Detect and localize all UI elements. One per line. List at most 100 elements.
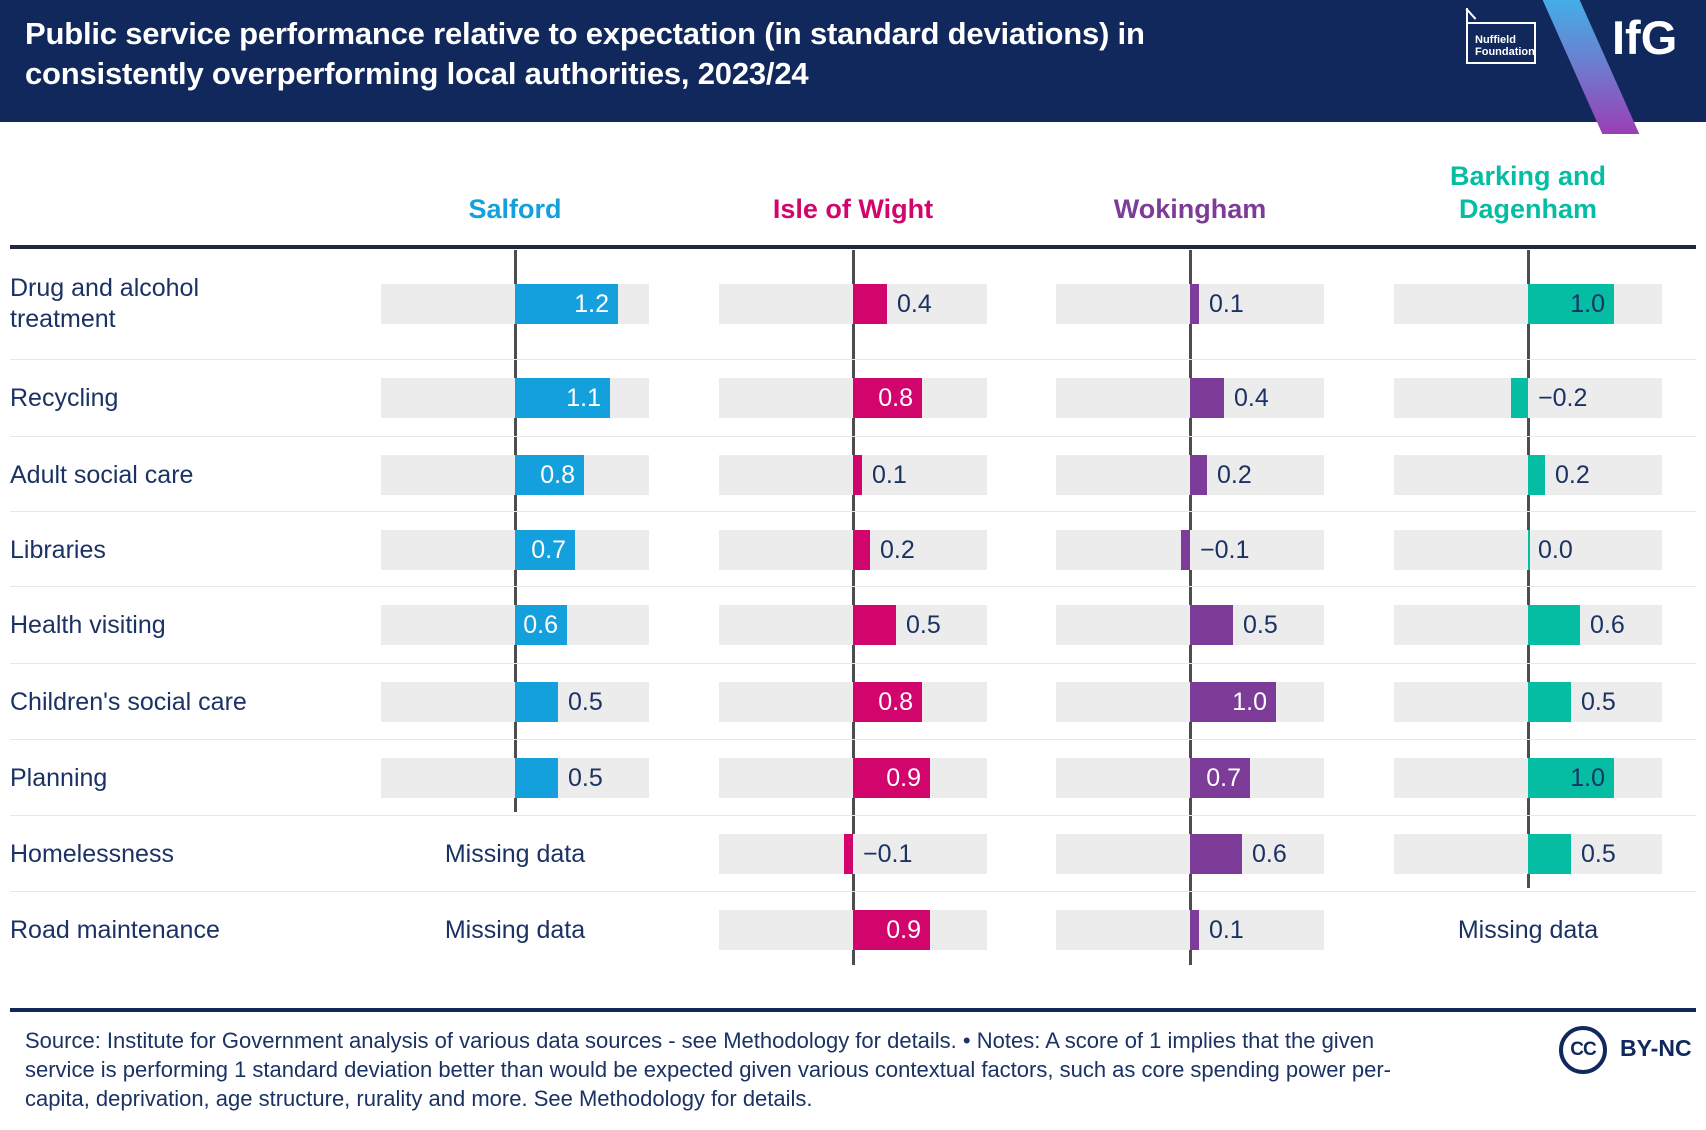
value-bar	[1511, 378, 1528, 418]
row-label: Planning	[10, 763, 108, 792]
value-label: 1.0	[1570, 289, 1605, 318]
chart-title: Public service performance relative to e…	[25, 16, 1145, 91]
value-label: 0.2	[1217, 460, 1252, 489]
value-bar	[853, 378, 922, 418]
value-bar	[844, 834, 853, 874]
column-header-salford: Salford	[468, 194, 562, 224]
nuffield-logo-line1: Nuffield	[1475, 34, 1516, 46]
nuffield-logo-text: Nuffield Foundation	[1475, 34, 1535, 58]
value-bar	[853, 455, 862, 495]
value-label: 0.8	[878, 687, 913, 716]
value-label: 0.6	[523, 610, 558, 639]
value-label: −0.1	[863, 839, 913, 868]
value-label: −0.1	[1200, 535, 1250, 564]
value-label: 0.8	[540, 460, 575, 489]
value-label: 0.9	[886, 763, 921, 792]
row-label: Health visiting	[10, 610, 166, 639]
column-header-wokingham: Wokingham	[1113, 194, 1267, 224]
value-bar	[515, 758, 558, 798]
missing-data-label: Missing data	[444, 839, 586, 868]
value-bar	[515, 605, 567, 645]
bar-track	[1394, 378, 1662, 418]
row-label: Recycling	[10, 383, 119, 412]
row-separator	[10, 815, 1696, 816]
row-separator	[10, 891, 1696, 892]
row-label: Homelessness	[10, 839, 174, 868]
value-bar	[1190, 758, 1250, 798]
value-label: 0.2	[1555, 460, 1590, 489]
value-label: 0.0	[1538, 535, 1573, 564]
row-label: Libraries	[10, 535, 106, 564]
value-label: 0.4	[897, 289, 932, 318]
value-label: 0.5	[1581, 839, 1616, 868]
nuffield-logo-notch	[1466, 8, 1468, 24]
nuffield-foundation-logo: Nuffield Foundation	[1465, 8, 1536, 64]
value-bar	[1528, 682, 1571, 722]
value-bar	[515, 530, 575, 570]
row-separator	[10, 663, 1696, 664]
nuffield-logo-line2: Foundation	[1475, 46, 1535, 58]
value-label: 0.7	[1206, 763, 1241, 792]
row-separator	[10, 511, 1696, 512]
value-label: 1.1	[566, 383, 601, 412]
header-band: Public service performance relative to e…	[0, 0, 1706, 134]
value-bar	[853, 284, 887, 324]
value-bar	[1528, 758, 1614, 798]
value-label: 0.5	[906, 610, 941, 639]
value-bar	[515, 378, 610, 418]
value-label: 0.9	[886, 915, 921, 944]
value-bar	[853, 605, 896, 645]
value-label: −0.2	[1538, 383, 1588, 412]
cc-license-label: BY-NC	[1620, 1035, 1692, 1061]
value-label: 0.1	[872, 460, 907, 489]
cc-icon: CC	[1559, 1026, 1607, 1074]
value-bar	[1528, 284, 1614, 324]
value-label: 0.1	[1209, 915, 1244, 944]
value-bar	[853, 758, 930, 798]
row-label: Drug and alcohol treatment	[10, 274, 200, 333]
value-label: 0.5	[568, 763, 603, 792]
bar-track	[719, 834, 987, 874]
value-label: 0.6	[1590, 610, 1625, 639]
value-bar	[1528, 834, 1571, 874]
value-bar	[853, 682, 922, 722]
value-label: 0.2	[880, 535, 915, 564]
value-bar	[1190, 910, 1199, 950]
value-bar	[515, 284, 618, 324]
value-label: 0.5	[1243, 610, 1278, 639]
row-label: Road maintenance	[10, 915, 220, 944]
bar-track	[1056, 530, 1324, 570]
column-header-barking-and-dagenham: Barking and Dagenham	[1449, 161, 1607, 224]
value-label: 1.0	[1232, 687, 1267, 716]
value-bar	[1528, 455, 1545, 495]
value-bar	[1528, 605, 1580, 645]
row-label: Adult social care	[10, 460, 194, 489]
value-bar	[1190, 605, 1233, 645]
row-separator	[10, 359, 1696, 360]
column-header-rule	[10, 245, 1696, 249]
value-label: 0.6	[1252, 839, 1287, 868]
value-label: 0.5	[568, 687, 603, 716]
value-bar	[1190, 378, 1224, 418]
row-separator	[10, 586, 1696, 587]
value-label: 0.1	[1209, 289, 1244, 318]
footer-rule	[10, 1008, 1696, 1012]
value-label: 0.7	[531, 535, 566, 564]
value-bar	[853, 530, 870, 570]
value-bar	[1190, 682, 1276, 722]
value-label: 0.5	[1581, 687, 1616, 716]
row-separator	[10, 436, 1696, 437]
value-bar	[1190, 455, 1207, 495]
value-label: 0.4	[1234, 383, 1269, 412]
row-separator	[10, 739, 1696, 740]
ifg-logo: IfG	[1612, 11, 1678, 64]
value-bar	[515, 455, 584, 495]
value-bar	[1181, 530, 1190, 570]
value-label: 0.8	[878, 383, 913, 412]
source-note-text: Source: Institute for Government analysi…	[25, 1028, 1391, 1111]
value-bar	[1190, 834, 1242, 874]
value-bar	[1190, 284, 1199, 324]
row-label: Children's social care	[10, 687, 247, 716]
value-label: 1.0	[1570, 763, 1605, 792]
missing-data-label: Missing data	[1457, 915, 1599, 944]
